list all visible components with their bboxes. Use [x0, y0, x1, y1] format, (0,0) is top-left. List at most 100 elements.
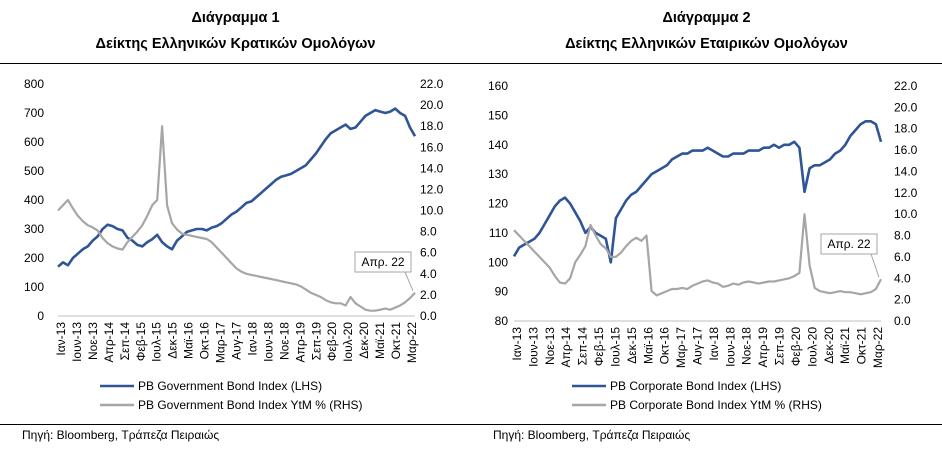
y-right-tick-label: 10.0 — [894, 207, 918, 221]
x-tick-label: Οκτ-21 — [855, 327, 869, 365]
x-tick-label: Μαρ-22 — [871, 327, 885, 368]
y-right-tick-label: 8.0 — [420, 225, 437, 239]
y-right-tick-label: 18.0 — [894, 122, 918, 136]
annotation-label: Απρ. 22 — [361, 255, 404, 269]
divider-bottom — [0, 424, 471, 425]
y-left-tick-label: 200 — [24, 251, 44, 265]
x-tick-label: Απρ-19 — [756, 327, 770, 368]
y-right-tick-label: 6.0 — [894, 250, 911, 264]
y-right-tick-label: 8.0 — [894, 229, 911, 243]
y-right-tick-label: 4.0 — [420, 267, 437, 281]
legend-label-ytm: PB Government Bond Index YtM % (RHS) — [138, 398, 363, 412]
x-tick-label: Μαρ-17 — [674, 327, 688, 368]
x-tick-label: Ιαν-18 — [707, 327, 721, 361]
annotation-label: Απρ. 22 — [827, 237, 870, 251]
series-line-ytm — [513, 213, 882, 297]
x-tick-label: Φεβ-20 — [789, 327, 803, 366]
x-tick-label: Ιαν-13 — [54, 322, 68, 356]
y-right-tick-label: 12.0 — [894, 186, 918, 200]
y-left-tick-label: 100 — [24, 280, 44, 294]
y-left-tick-label: 110 — [489, 226, 508, 240]
y-left-tick-label: 100 — [488, 255, 508, 269]
x-tick-label: Νοε-13 — [543, 327, 557, 365]
y-right-tick-label: 12.0 — [420, 182, 444, 196]
y-right-tick-label: 20.0 — [420, 98, 444, 112]
y-left-tick-label: 700 — [24, 106, 44, 120]
y-left-tick-label: 140 — [488, 138, 508, 152]
x-tick-label: Μαρ-22 — [405, 322, 419, 363]
annotation-box — [820, 233, 878, 255]
x-tick-label: Ιουν-13 — [70, 322, 84, 362]
series-line-index — [512, 120, 883, 264]
x-tick-label: Νοε-18 — [740, 327, 754, 365]
y-right-tick-label: 22.0 — [894, 79, 918, 93]
x-tick-label: Φεβ-15 — [592, 327, 606, 366]
x-tick-label: Μαϊ-16 — [182, 322, 196, 359]
y-left-tick-label: 400 — [24, 193, 44, 207]
y-left-tick-label: 90 — [495, 285, 509, 299]
y-right-tick-label: 2.0 — [894, 293, 911, 307]
x-tick-label: Δεκ-15 — [166, 322, 180, 359]
x-tick-label: Σεπ-14 — [576, 327, 590, 366]
x-tick-label: Οκτ-16 — [198, 322, 212, 360]
series-line-ytm — [57, 125, 416, 312]
chart-title: Διάγραμμα 2 — [662, 10, 751, 26]
x-tick-label: Οκτ-21 — [389, 322, 403, 360]
x-tick-label: Ιουν-18 — [261, 322, 275, 362]
x-tick-label: Αυγ-17 — [691, 327, 705, 365]
chart-corporate-bonds: 80 90 100 110 120 130 140 150 160 0.0 2.0 4.0 6.0 8.0… — [488, 79, 918, 412]
x-tick-label: Ιουλ-20 — [341, 322, 355, 362]
y-right-tick-label: 4.0 — [894, 271, 911, 285]
annotation-leader — [870, 253, 880, 278]
x-tick-label: Σεπ-14 — [118, 322, 132, 361]
legend-label-ytm: PB Corporate Bond Index YtM % (RHS) — [610, 398, 822, 412]
y-left-tick-label: 800 — [24, 77, 44, 91]
divider-bottom — [471, 424, 942, 425]
y-right-tick-label: 14.0 — [420, 161, 444, 175]
divider-top — [471, 63, 942, 64]
legend-label-index: PB Corporate Bond Index (LHS) — [610, 379, 781, 393]
x-tick-label: Νοε-13 — [86, 322, 100, 360]
y-right-tick-label: 0.0 — [420, 309, 437, 323]
y-left-tick-label: 160 — [488, 79, 508, 93]
chart-panel-corporate: Διάγραμμα 2 Δείκτης Ελληνικών Εταιρικών … — [471, 0, 942, 453]
x-tick-label: Σεπ-19 — [309, 322, 323, 361]
y-right-tick-label: 18.0 — [420, 119, 444, 133]
x-tick-label: Αυγ-17 — [230, 322, 244, 360]
y-left-tick-label: 300 — [24, 222, 44, 236]
divider-top — [0, 63, 471, 64]
y-right-tick-label: 10.0 — [420, 204, 444, 218]
y-left-tick-label: 80 — [495, 314, 509, 328]
chart-subtitle: Δείκτης Ελληνικών Κρατικών Ομολόγων — [95, 36, 376, 52]
x-tick-label: Ιουλ-15 — [608, 327, 622, 367]
x-tick-label: Μαϊ-21 — [838, 327, 852, 364]
annotation-leader — [404, 271, 414, 291]
x-tick-label: Μαϊ-16 — [641, 327, 655, 364]
x-tick-label: Νοε-18 — [277, 322, 291, 360]
x-tick-label: Ιουλ-20 — [805, 327, 819, 367]
y-left-tick-label: 130 — [488, 167, 508, 181]
source-note: Πηγή: Bloomberg, Τράπεζα Πειραιώς — [22, 428, 220, 442]
y-right-tick-label: 20.0 — [894, 100, 918, 114]
source-note: Πηγή: Bloomberg, Τράπεζα Πειραιώς — [493, 428, 691, 442]
x-tick-label: Ιουν-13 — [526, 327, 540, 367]
x-tick-label: Απρ-14 — [102, 322, 116, 363]
y-right-tick-label: 16.0 — [894, 143, 918, 157]
y-right-tick-label: 0.0 — [894, 314, 911, 328]
x-tick-label: Μαρ-17 — [214, 322, 228, 363]
x-tick-label: Οκτ-16 — [658, 327, 672, 365]
x-tick-label: Ιαν-13 — [510, 327, 524, 361]
x-tick-label: Δεκ-20 — [822, 327, 836, 364]
x-tick-label: Απρ-14 — [559, 327, 573, 368]
x-tick-label: Σεπ-19 — [773, 327, 787, 366]
x-tick-label: Ιαν-18 — [245, 322, 259, 356]
x-tick-label: Απρ-19 — [293, 322, 307, 363]
x-tick-label: Δεκ-20 — [357, 322, 371, 359]
y-left-tick-label: 600 — [24, 135, 44, 149]
chart-panel-government: Διάγραμμα 1 Δείκτης Ελληνικών Κρατικών Ο… — [0, 10, 471, 442]
series-line-index — [57, 107, 417, 268]
chart-title: Διάγραμμα 1 — [191, 10, 280, 26]
chart-subtitle: Δείκτης Ελληνικών Εταιρικών Ομολόγων — [565, 36, 848, 52]
chart-government-bonds: 0 100 200 300 400 500 600 700 800 0.0 2.0 4.0 6.0 8.0… — [24, 77, 444, 412]
y-right-tick-label: 14.0 — [894, 164, 918, 178]
